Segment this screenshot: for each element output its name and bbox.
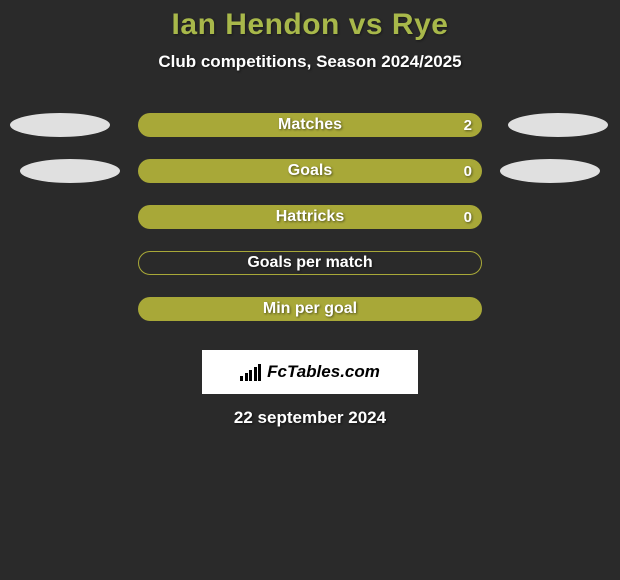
left-badge-ellipse: [10, 113, 110, 137]
stat-label: Matches: [138, 116, 482, 134]
stat-label: Min per goal: [138, 300, 482, 318]
stat-row-min-per-goal: Min per goal: [0, 286, 620, 332]
stat-label: Goals per match: [139, 254, 481, 272]
stat-bar: Min per goal: [138, 297, 482, 321]
page-subtitle: Club competitions, Season 2024/2025: [0, 52, 620, 72]
stat-label: Hattricks: [138, 208, 482, 226]
stat-row-goals: Goals 0: [0, 148, 620, 194]
comparison-card: Ian Hendon vs Rye Club competitions, Sea…: [0, 0, 620, 428]
stat-bar: Hattricks 0: [138, 205, 482, 229]
logo-text: FcTables.com: [240, 362, 380, 382]
stat-value: 0: [464, 163, 472, 180]
attribution-logo[interactable]: FcTables.com: [202, 350, 418, 394]
stat-label: Goals: [138, 162, 482, 180]
stat-row-matches: Matches 2: [0, 102, 620, 148]
right-badge-ellipse: [508, 113, 608, 137]
stat-rows: Matches 2 Goals 0 Hattricks 0 Goals per …: [0, 102, 620, 332]
right-badge-ellipse: [500, 159, 600, 183]
stat-value: 2: [464, 117, 472, 134]
page-title: Ian Hendon vs Rye: [0, 8, 620, 42]
stat-bar: Goals 0: [138, 159, 482, 183]
stat-row-goals-per-match: Goals per match: [0, 240, 620, 286]
stat-bar: Matches 2: [138, 113, 482, 137]
bar-chart-icon: [240, 364, 261, 381]
left-badge-ellipse: [20, 159, 120, 183]
snapshot-date: 22 september 2024: [0, 408, 620, 428]
stat-bar: Goals per match: [138, 251, 482, 275]
logo-label: FcTables.com: [267, 362, 380, 382]
stat-value: 0: [464, 209, 472, 226]
stat-row-hattricks: Hattricks 0: [0, 194, 620, 240]
